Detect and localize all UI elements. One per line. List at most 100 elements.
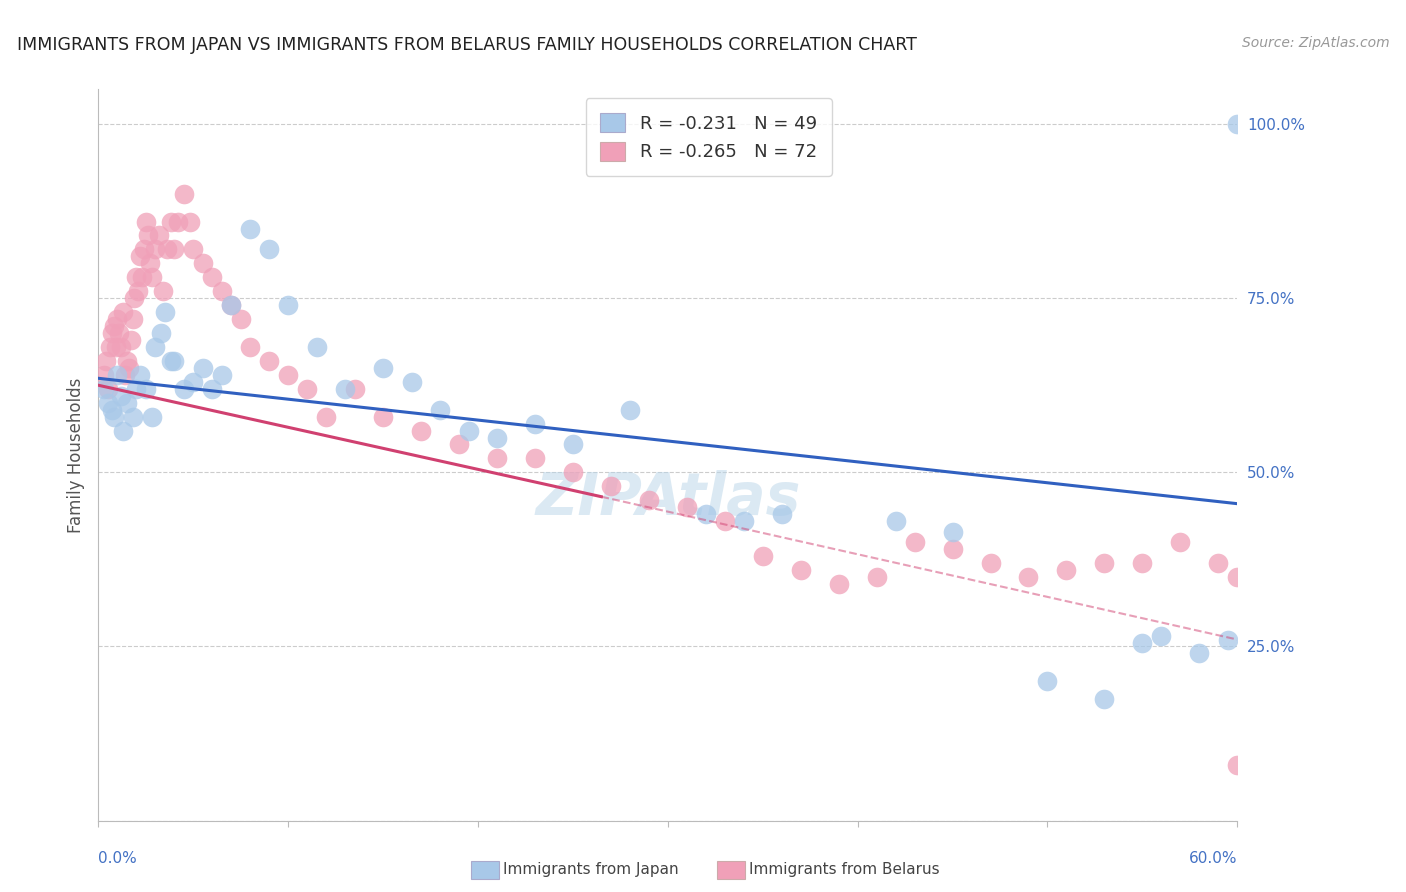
Point bbox=[752, 549, 775, 563]
Point bbox=[866, 570, 889, 584]
Point bbox=[229, 312, 252, 326]
Point bbox=[191, 360, 214, 375]
Point bbox=[141, 409, 163, 424]
Point bbox=[103, 319, 125, 334]
Point bbox=[156, 243, 179, 257]
Point bbox=[121, 409, 143, 424]
Point bbox=[297, 382, 319, 396]
Point bbox=[562, 466, 585, 480]
Point bbox=[124, 291, 146, 305]
Point bbox=[638, 493, 661, 508]
Point bbox=[173, 186, 195, 201]
Point bbox=[1216, 632, 1239, 647]
Point bbox=[103, 409, 125, 424]
Point bbox=[94, 354, 117, 368]
Point bbox=[1056, 563, 1078, 577]
Point bbox=[1150, 629, 1173, 643]
Point bbox=[150, 326, 173, 340]
Point bbox=[449, 437, 471, 451]
Point bbox=[163, 243, 186, 257]
Point bbox=[335, 382, 357, 396]
Point bbox=[259, 243, 281, 257]
Point bbox=[524, 417, 547, 431]
Point bbox=[191, 256, 214, 270]
Point bbox=[1188, 647, 1211, 661]
Point bbox=[524, 451, 547, 466]
Point bbox=[121, 312, 143, 326]
Point bbox=[129, 368, 152, 382]
Text: Immigrants from Belarus: Immigrants from Belarus bbox=[749, 863, 941, 877]
Point bbox=[129, 249, 152, 263]
Point bbox=[942, 541, 965, 556]
Point bbox=[1018, 570, 1040, 584]
Point bbox=[145, 243, 167, 257]
Point bbox=[98, 340, 121, 354]
Point bbox=[135, 214, 157, 228]
Point bbox=[790, 563, 813, 577]
Point bbox=[167, 214, 190, 228]
Point bbox=[132, 243, 155, 257]
Point bbox=[979, 556, 1001, 570]
Point bbox=[100, 402, 122, 417]
Point bbox=[411, 424, 433, 438]
Point bbox=[1226, 117, 1249, 131]
Point bbox=[93, 368, 115, 382]
Point bbox=[1132, 556, 1154, 570]
Point bbox=[131, 270, 153, 285]
Point bbox=[107, 312, 129, 326]
Point bbox=[136, 228, 159, 243]
Point bbox=[183, 243, 205, 257]
Point bbox=[125, 270, 148, 285]
Point bbox=[1094, 691, 1116, 706]
Point bbox=[676, 500, 699, 515]
Point bbox=[112, 305, 135, 319]
Point bbox=[1170, 535, 1192, 549]
Point bbox=[138, 256, 160, 270]
Point bbox=[179, 214, 201, 228]
Point bbox=[211, 284, 233, 298]
Point bbox=[110, 389, 132, 403]
Y-axis label: Family Households: Family Households bbox=[66, 377, 84, 533]
Point bbox=[315, 409, 337, 424]
Point bbox=[159, 354, 181, 368]
Point bbox=[277, 298, 299, 312]
Point bbox=[277, 368, 299, 382]
Point bbox=[127, 284, 149, 298]
Point bbox=[93, 382, 115, 396]
Point bbox=[1226, 570, 1249, 584]
Point bbox=[148, 228, 170, 243]
Point bbox=[486, 451, 509, 466]
Point bbox=[183, 375, 205, 389]
Text: Immigrants from Japan: Immigrants from Japan bbox=[503, 863, 679, 877]
Point bbox=[100, 326, 122, 340]
Point bbox=[600, 479, 623, 493]
Point bbox=[305, 340, 328, 354]
Point bbox=[371, 360, 394, 375]
Point bbox=[153, 305, 176, 319]
Point bbox=[135, 382, 157, 396]
Point bbox=[115, 395, 138, 409]
Point bbox=[457, 424, 479, 438]
Point bbox=[486, 430, 509, 444]
Point bbox=[562, 437, 585, 451]
Text: 60.0%: 60.0% bbox=[1189, 851, 1237, 866]
Point bbox=[211, 368, 233, 382]
Point bbox=[343, 382, 366, 396]
Text: 0.0%: 0.0% bbox=[98, 851, 138, 866]
Point bbox=[125, 382, 148, 396]
Point bbox=[429, 402, 451, 417]
Point bbox=[259, 354, 281, 368]
Point bbox=[108, 326, 131, 340]
Point bbox=[733, 514, 755, 528]
Point bbox=[112, 424, 135, 438]
Point bbox=[942, 524, 965, 539]
Point bbox=[371, 409, 394, 424]
Point bbox=[141, 270, 163, 285]
Point bbox=[115, 354, 138, 368]
Point bbox=[904, 535, 927, 549]
Point bbox=[152, 284, 174, 298]
Legend: R = -0.231   N = 49, R = -0.265   N = 72: R = -0.231 N = 49, R = -0.265 N = 72 bbox=[586, 98, 831, 176]
Point bbox=[401, 375, 423, 389]
Point bbox=[1036, 674, 1059, 689]
Point bbox=[97, 395, 120, 409]
